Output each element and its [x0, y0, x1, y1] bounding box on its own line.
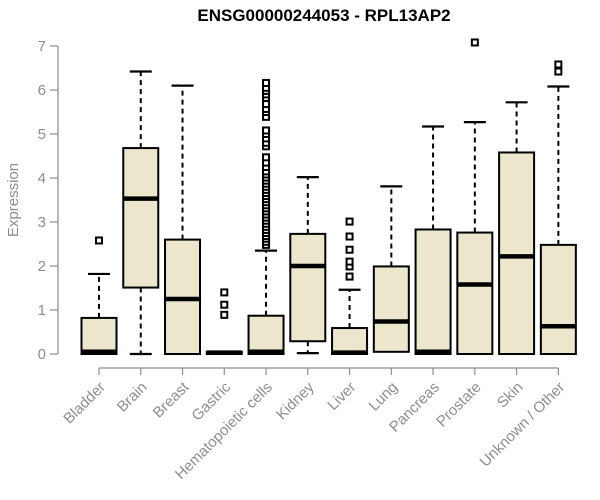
box-prostate — [456, 231, 494, 355]
y-tick-label: 1 — [38, 302, 46, 319]
box-pancreas — [414, 228, 452, 355]
y-tick-label: 5 — [38, 126, 46, 143]
outlier-point-liver — [345, 257, 354, 266]
outlier-point-liver — [345, 217, 354, 226]
outlier-point-hematopoietic-cells — [262, 100, 271, 109]
chart-title: ENSG00000244053 - RPL13AP2 — [197, 6, 451, 25]
box-unknown-other — [539, 243, 577, 356]
y-tick-label: 0 — [38, 346, 46, 363]
outlier-point-hematopoietic-cells — [262, 78, 271, 87]
outlier-point-prostate — [470, 38, 479, 47]
x-category-label: Breast — [150, 378, 193, 421]
outlier-point-gastric — [220, 288, 229, 297]
outlier-point-gastric — [220, 310, 229, 319]
outlier-point-gastric — [220, 300, 229, 309]
y-tick-label: 2 — [38, 258, 46, 275]
y-tick-label: 4 — [38, 170, 46, 187]
outlier-point-hematopoietic-cells — [262, 153, 271, 162]
box-lung — [372, 265, 410, 353]
x-category-label: Skin — [494, 379, 527, 412]
y-tick-label: 6 — [38, 82, 46, 99]
x-category-label: Liver — [324, 379, 359, 414]
outlier-point-liver — [345, 232, 354, 241]
x-category-label: Bladder — [60, 379, 109, 428]
x-category-label: Prostate — [433, 379, 485, 431]
outlier-point-bladder — [95, 236, 103, 245]
y-tick-label: 3 — [38, 214, 46, 231]
outlier-point-liver — [345, 272, 354, 281]
outlier-point-hematopoietic-cells — [262, 126, 271, 135]
x-category-label: Lung — [366, 379, 402, 415]
outlier-point-unknown-other — [554, 60, 563, 69]
box-hematopoietic-cells — [247, 314, 285, 355]
y-tick-label: 7 — [38, 38, 46, 55]
outlier-point-liver — [345, 245, 354, 254]
box-skin — [498, 151, 536, 355]
box-bladder — [80, 316, 118, 356]
box-liver — [331, 327, 369, 356]
box-brain — [122, 147, 160, 289]
x-category-label: Brain — [114, 379, 151, 416]
box-kidney — [289, 232, 327, 343]
x-category-label: Kidney — [273, 378, 318, 423]
outlier-point-unknown-other — [554, 67, 563, 76]
